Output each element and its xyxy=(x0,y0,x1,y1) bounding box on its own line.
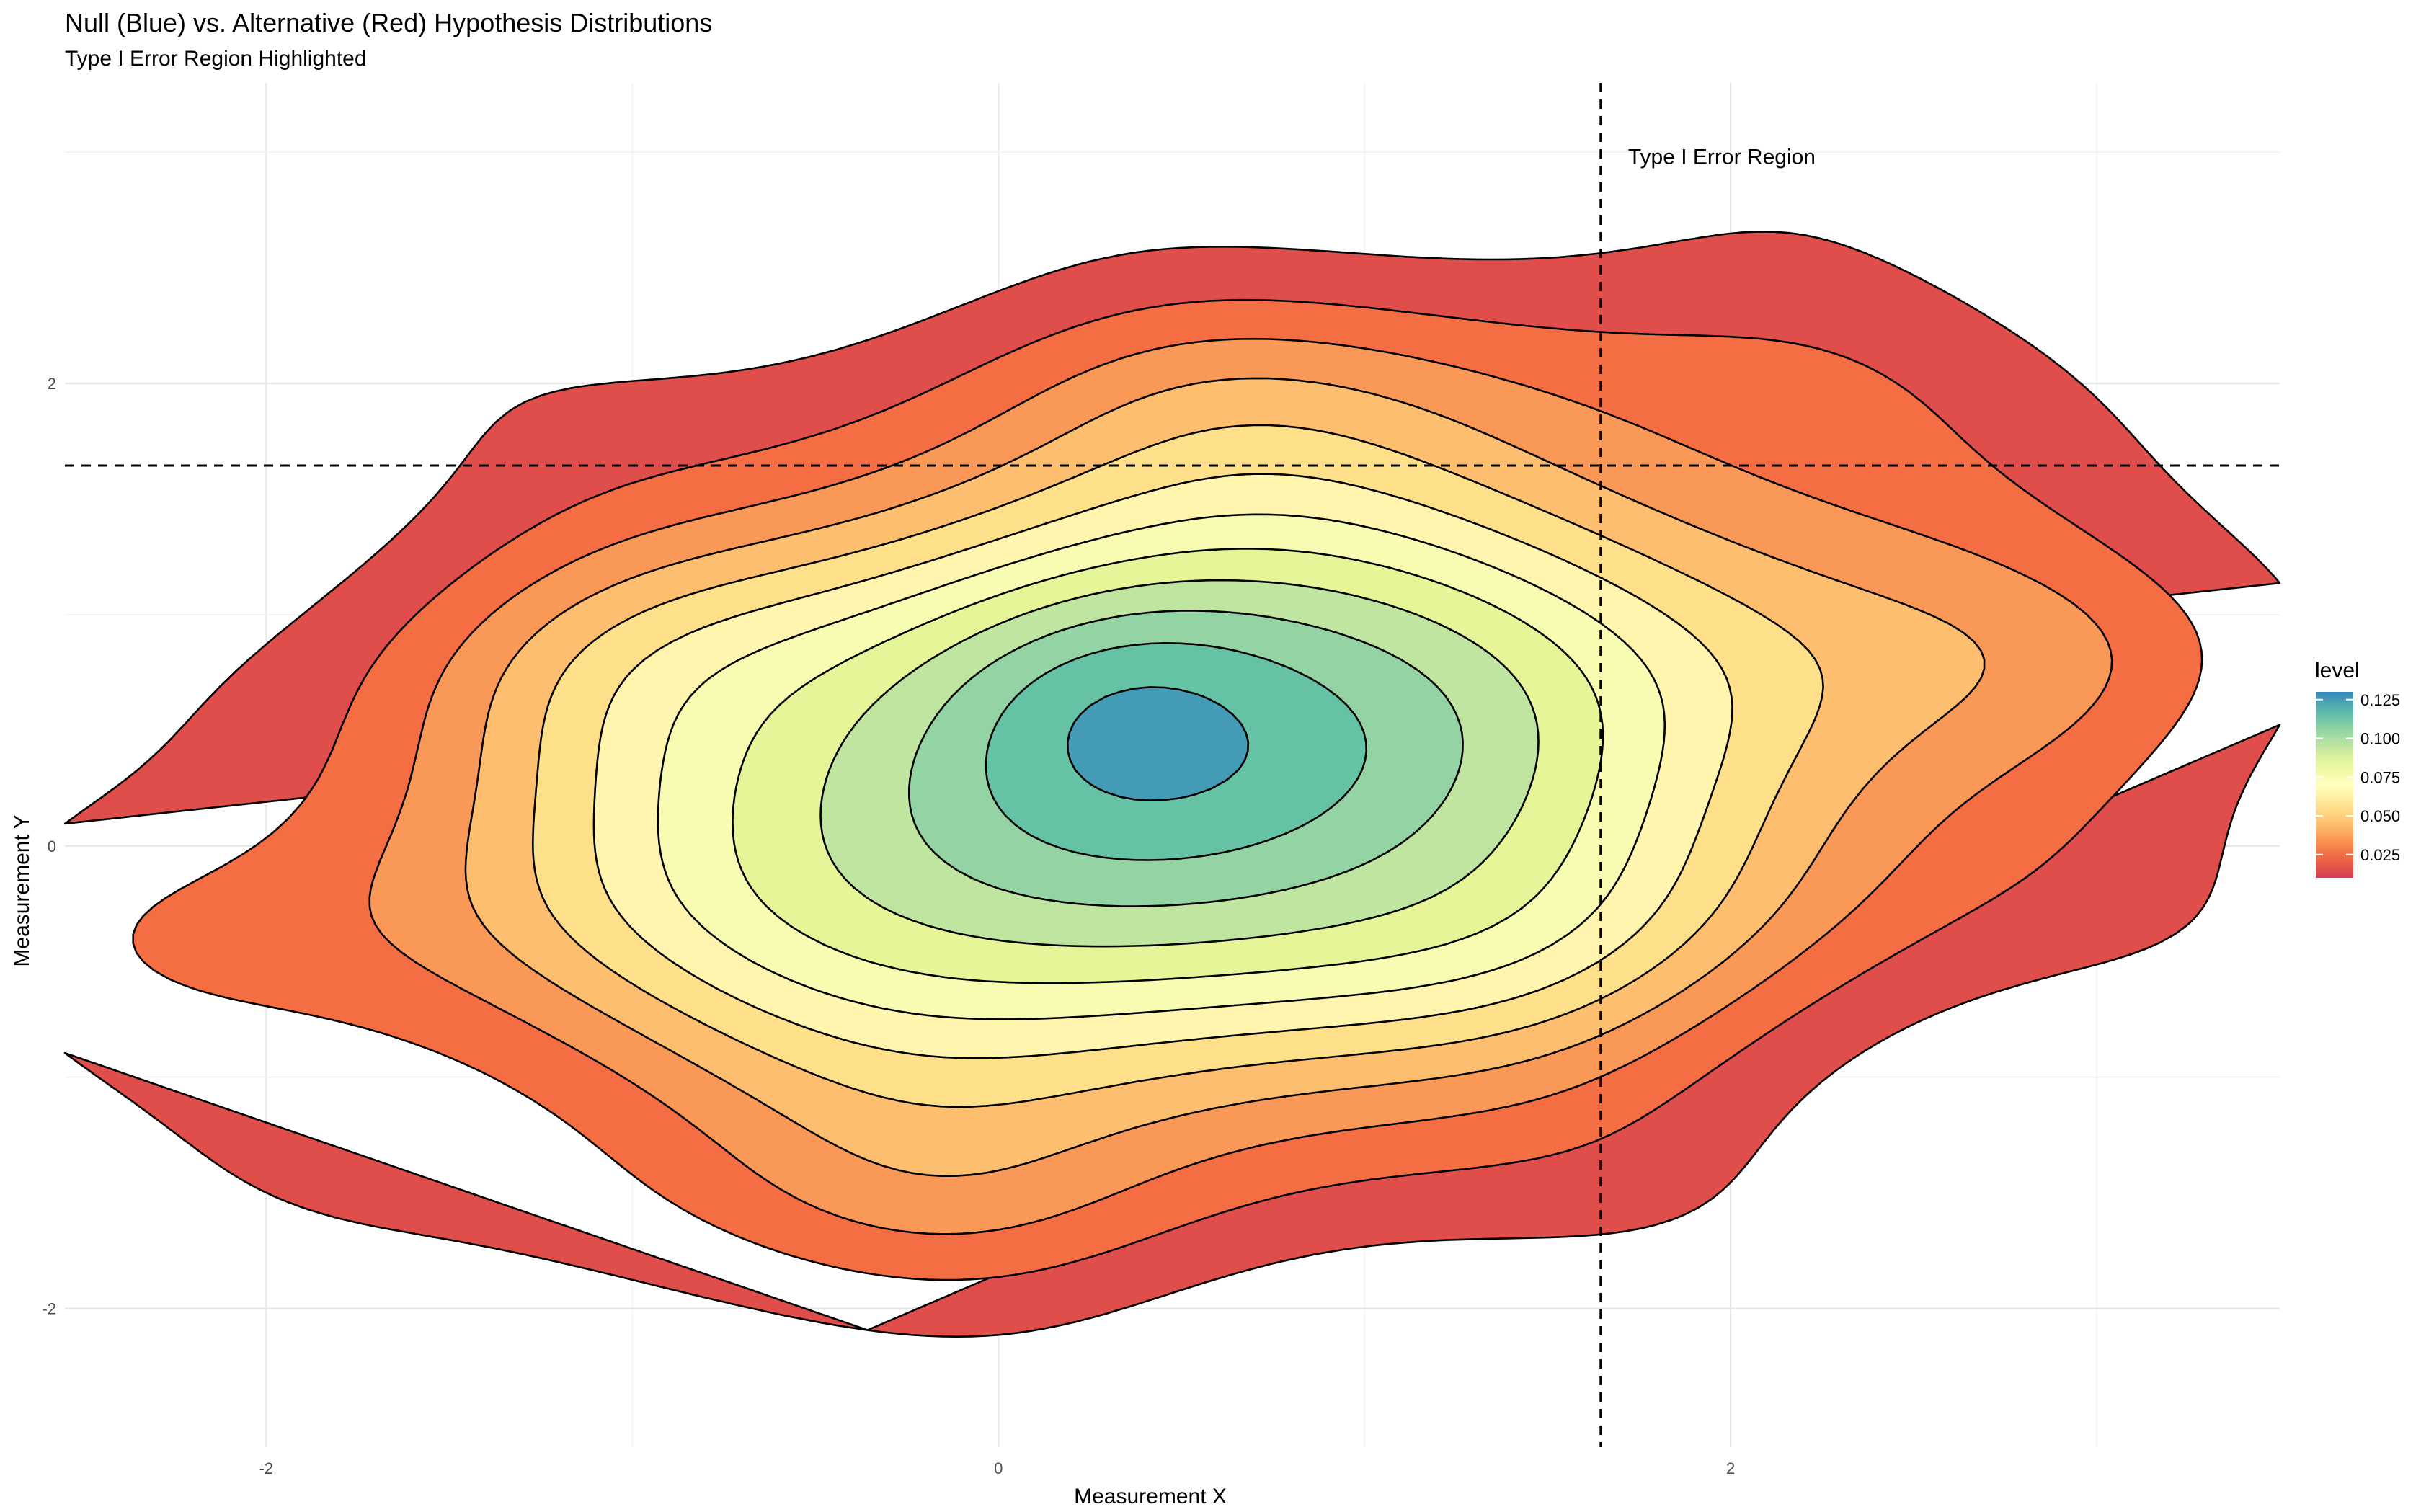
level-legend: level 0.125 0.100 0.075 0.050 0.025 xyxy=(2315,659,2400,878)
type-i-error-annotation: Type I Error Region xyxy=(1628,146,1816,169)
y-tick-label: 0 xyxy=(48,837,56,855)
legend-break-label: 0.025 xyxy=(2360,846,2400,864)
y-axis-label: Measurement Y xyxy=(10,814,34,966)
x-tick-label: 2 xyxy=(1726,1459,1735,1477)
x-tick-label: 0 xyxy=(994,1459,1003,1477)
legend-break-label: 0.100 xyxy=(2360,730,2400,748)
y-tick-label: -2 xyxy=(42,1299,56,1317)
x-axis-ticks: -2 0 2 xyxy=(259,1459,1736,1477)
x-tick-label: -2 xyxy=(259,1459,274,1477)
legend-break-label: 0.075 xyxy=(2360,768,2400,786)
y-axis-ticks: -2 0 2 xyxy=(42,375,56,1317)
legend-labels: 0.125 0.100 0.075 0.050 0.025 xyxy=(2316,691,2400,864)
y-tick-label: 2 xyxy=(48,375,56,393)
reference-lines xyxy=(65,83,2280,1447)
density-band-0.12 xyxy=(1067,686,1250,801)
legend-gradient xyxy=(2316,692,2353,878)
legend-title: level xyxy=(2315,659,2360,682)
legend-break-label: 0.050 xyxy=(2360,807,2400,825)
x-axis-label: Measurement X xyxy=(1074,1485,1227,1508)
legend-colorbar xyxy=(2316,692,2353,878)
chart-title: Null (Blue) vs. Alternative (Red) Hypoth… xyxy=(65,8,712,37)
density-contours xyxy=(63,231,2281,1338)
chart-subtitle: Type I Error Region Highlighted xyxy=(65,47,367,71)
legend-break-label: 0.125 xyxy=(2360,691,2400,709)
